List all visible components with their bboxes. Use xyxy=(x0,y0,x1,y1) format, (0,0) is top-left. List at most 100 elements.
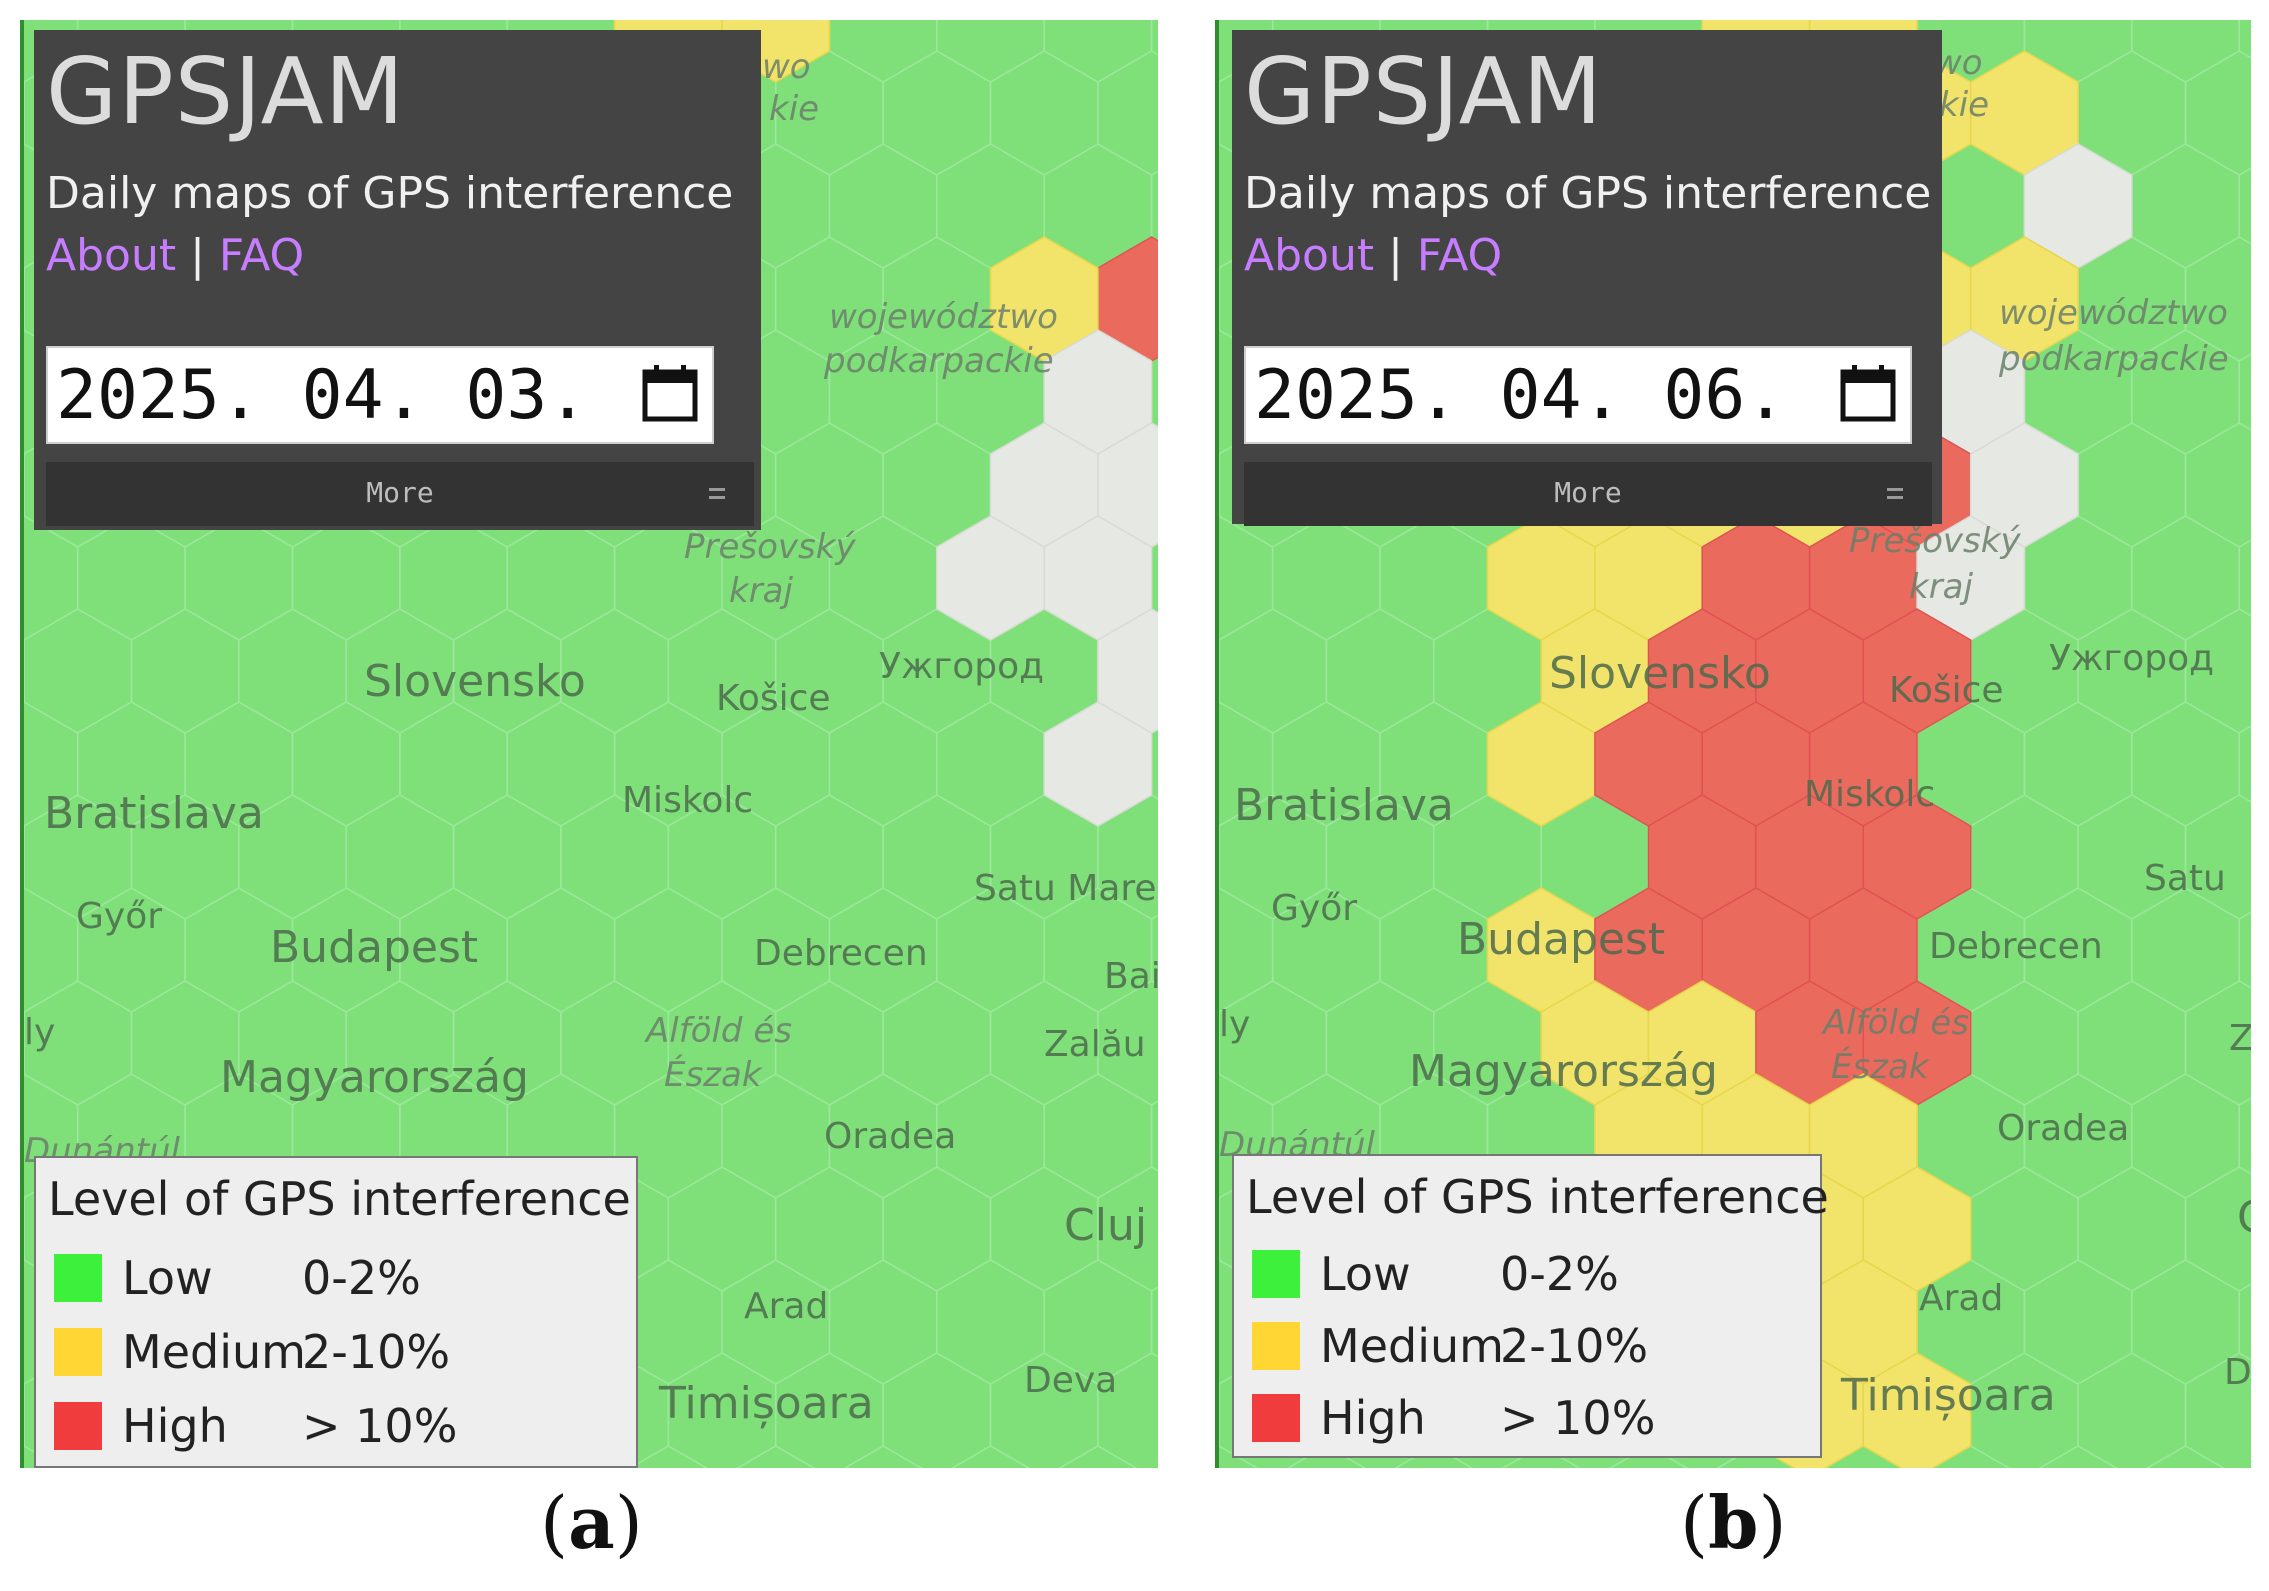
place-label: wo xyxy=(762,47,811,87)
link-separator: | xyxy=(1388,230,1403,281)
hex-cell xyxy=(843,1445,923,1468)
legend-item-medium: Medium 2-10% xyxy=(54,1324,450,1380)
hex-cell xyxy=(1058,1445,1138,1468)
legend: Level of GPS interference Low 0-2% Mediu… xyxy=(34,1156,638,1468)
calendar-icon[interactable] xyxy=(642,364,698,422)
interference-cell-nodata xyxy=(1043,701,1153,827)
place-label: Alföld és xyxy=(644,1011,792,1051)
place-label: Észak xyxy=(664,1054,763,1095)
legend-item-high: High > 10% xyxy=(54,1398,457,1454)
legend-range: > 10% xyxy=(302,1399,458,1453)
place-label: Győr xyxy=(76,896,162,937)
caption-a: (a) xyxy=(540,1480,643,1565)
calendar-icon[interactable] xyxy=(1840,364,1896,422)
place-label: Alföld és xyxy=(1821,1003,1969,1043)
place-labels: województwo podkarpackie Prešovský kraj Slov… xyxy=(1219,43,2251,1421)
map-panel-a[interactable]: województwo podkarpackie Prešovský kraj Slov… xyxy=(20,20,1158,1468)
place-label: Budapest xyxy=(1457,914,1665,965)
legend-range: > 10% xyxy=(1500,1391,1656,1445)
place-label: kraj xyxy=(729,571,794,611)
legend-title: Level of GPS interference xyxy=(1246,1170,1829,1224)
place-label: Zalău xyxy=(1044,1024,1146,1065)
place-label: Magyarország xyxy=(220,1052,529,1103)
legend-level: Low xyxy=(1320,1247,1411,1301)
place-label: Ужгород xyxy=(2049,638,2214,679)
more-toggle[interactable]: More xyxy=(46,462,754,526)
about-link[interactable]: About xyxy=(1244,230,1375,281)
place-label: Oradea xyxy=(1997,1108,2129,1149)
legend-range: 0-2% xyxy=(302,1251,421,1305)
place-label: Arad xyxy=(744,1286,828,1327)
collapse-icon xyxy=(709,488,725,499)
caption-letter: b xyxy=(1708,1480,1759,1565)
place-label: Budapest xyxy=(270,922,478,973)
place-label: ly xyxy=(1219,1004,1250,1045)
caption-b: (b) xyxy=(1680,1480,1787,1565)
date-value: 2025. 04. 03. xyxy=(56,355,589,435)
place-label: Košice xyxy=(1889,670,2004,711)
place-label: Z xyxy=(2229,1018,2251,1059)
legend-title: Level of GPS interference xyxy=(48,1172,631,1226)
place-label: Slovensko xyxy=(364,656,586,707)
place-label: województwo xyxy=(1999,293,2228,333)
hex-cell xyxy=(736,1445,816,1468)
place-label: Deva xyxy=(1024,1360,1117,1401)
legend-level: Medium xyxy=(1320,1319,1504,1373)
place-label: wo xyxy=(1934,43,1983,83)
interference-cell-medium xyxy=(1862,1352,1972,1468)
legend-swatch-medium xyxy=(54,1328,102,1376)
legend-item-low: Low 0-2% xyxy=(1252,1246,1619,1302)
link-separator: | xyxy=(190,230,205,281)
place-label: Miskolc xyxy=(622,780,753,821)
place-label: kie xyxy=(1939,85,1989,125)
more-label: More xyxy=(366,476,434,509)
hex-cell xyxy=(950,1445,1031,1468)
legend-range: 0-2% xyxy=(1500,1247,1619,1301)
place-label: ly xyxy=(24,1012,55,1053)
header-box: GPSJAM Daily maps of GPS interference Ab… xyxy=(34,30,761,530)
place-label: Miskolc xyxy=(1804,774,1935,815)
place-label: Košice xyxy=(716,678,831,719)
place-label: Satu xyxy=(2144,858,2226,899)
place-label: podkarpackie xyxy=(823,341,1054,381)
faq-link[interactable]: FAQ xyxy=(1416,230,1503,281)
place-label: Bai xyxy=(1104,956,1158,997)
place-label: Debrecen xyxy=(754,933,928,974)
legend-range: 2-10% xyxy=(302,1325,451,1379)
place-label: Timișoara xyxy=(658,1378,874,1429)
date-input[interactable]: 2025. 04. 06. xyxy=(1244,346,1912,444)
place-label: Timișoara xyxy=(1840,1370,2056,1421)
place-label: kie xyxy=(769,89,819,129)
legend-swatch-low xyxy=(1252,1250,1300,1298)
date-input[interactable]: 2025. 04. 03. xyxy=(46,346,714,444)
about-link[interactable]: About xyxy=(46,230,177,281)
place-label: Cluj xyxy=(1064,1200,1147,1251)
place-label: Slovensko xyxy=(1549,648,1771,699)
legend-item-high: High > 10% xyxy=(1252,1390,1655,1446)
place-label: Prešovský xyxy=(684,527,856,567)
legend-swatch-low xyxy=(54,1254,102,1302)
legend-item-low: Low 0-2% xyxy=(54,1250,421,1306)
more-label: More xyxy=(1554,476,1622,509)
place-label: województwo xyxy=(829,297,1058,337)
interference-cells xyxy=(613,20,1158,827)
legend-swatch-high xyxy=(1252,1394,1300,1442)
hex-cell xyxy=(628,1445,708,1468)
place-label: Satu Mare xyxy=(974,868,1157,909)
collapse-icon xyxy=(1887,488,1903,499)
place-label: Oradea xyxy=(824,1116,956,1157)
legend-item-medium: Medium 2-10% xyxy=(1252,1318,1648,1374)
place-label: De xyxy=(2224,1352,2251,1393)
place-label: Észak xyxy=(1831,1046,1930,1087)
place-label: Magyarország xyxy=(1409,1046,1718,1097)
place-label: kraj xyxy=(1909,567,1974,607)
legend-swatch-medium xyxy=(1252,1322,1300,1370)
more-toggle[interactable]: More xyxy=(1244,462,1932,526)
map-panel-b[interactable]: województwo podkarpackie Prešovský kraj Slov… xyxy=(1215,20,2251,1468)
legend: Level of GPS interference Low 0-2% Mediu… xyxy=(1232,1154,1829,1458)
header-links: About | FAQ xyxy=(1244,230,1502,281)
date-value: 2025. 04. 06. xyxy=(1254,355,1787,435)
place-label: C xyxy=(2237,1192,2251,1243)
faq-link[interactable]: FAQ xyxy=(218,230,305,281)
legend-level: High xyxy=(122,1399,228,1453)
